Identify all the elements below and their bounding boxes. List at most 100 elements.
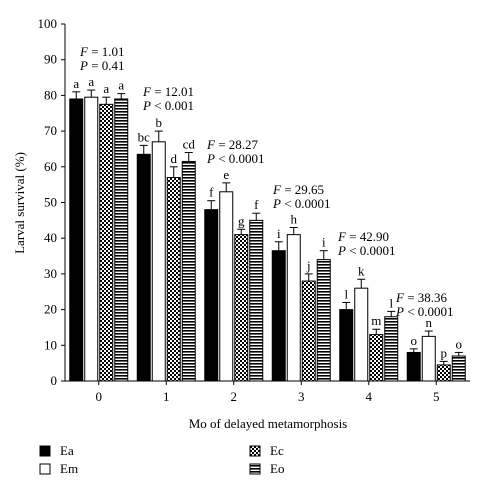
error-bar — [274, 241, 283, 251]
stat-value: < 0.0001 — [404, 304, 454, 319]
error-bar — [342, 301, 351, 310]
error-bar — [454, 351, 463, 357]
bar — [384, 316, 399, 382]
stat-value: = 1.01 — [88, 44, 125, 59]
bar — [249, 219, 264, 382]
y-tick-label: 40 — [44, 230, 57, 245]
stat-annotation: F = 29.65 — [272, 182, 324, 197]
error-bar — [319, 250, 328, 260]
significance-letter: cd — [183, 137, 196, 152]
y-tick-label: 10 — [44, 337, 57, 352]
y-tick-label: 90 — [44, 52, 57, 67]
significance-letter: p — [441, 345, 448, 360]
significance-letter: a — [73, 76, 79, 91]
bar — [69, 98, 84, 382]
stat-annotation: F = 38.36 — [395, 290, 448, 305]
x-tick-label: 4 — [366, 389, 373, 404]
significance-letter: i — [322, 235, 326, 250]
significance-letter: bc — [138, 129, 151, 144]
legend-label: Ea — [60, 443, 74, 458]
bar — [181, 160, 196, 382]
significance-letter: h — [291, 211, 298, 226]
y-tick-label: 60 — [44, 159, 57, 174]
significance-letter: o — [411, 333, 418, 348]
stat-annotation: F = 28.27 — [206, 137, 259, 152]
bar — [451, 355, 466, 382]
legend-swatch — [39, 463, 51, 475]
error-bar — [207, 200, 216, 210]
error-bar — [252, 212, 261, 221]
error-bar — [139, 144, 148, 155]
legend-label: Eo — [270, 461, 284, 476]
stat-annotation: P < 0.0001 — [206, 151, 265, 166]
stat-value: = 42.90 — [346, 229, 389, 244]
stat-annotation: P < 0.0001 — [337, 243, 396, 258]
y-tick-label: 70 — [44, 123, 57, 138]
bar — [406, 351, 421, 382]
error-bar — [439, 360, 448, 365]
significance-letter: o — [456, 336, 463, 351]
error-bar — [357, 278, 366, 289]
significance-letter: j — [306, 258, 311, 273]
significance-letter: e — [223, 167, 229, 182]
y-axis-label: Larval survival (%) — [12, 152, 27, 254]
stat-value: < 0.0001 — [215, 151, 265, 166]
y-tick-label: 20 — [44, 302, 57, 317]
bar — [421, 335, 436, 382]
stat-symbol: F — [142, 84, 152, 99]
error-bar — [154, 130, 163, 142]
bar — [286, 234, 301, 382]
stat-annotation: F = 12.01 — [142, 84, 194, 99]
stat-value: < 0.001 — [151, 98, 194, 113]
bar — [136, 153, 151, 382]
significance-letter: a — [103, 81, 109, 96]
stat-annotation: P = 0.41 — [79, 58, 125, 73]
significance-letter: l — [344, 286, 348, 301]
error-bar — [72, 91, 81, 99]
bar — [151, 141, 166, 382]
legend-swatch — [249, 445, 261, 457]
stat-value: = 0.41 — [88, 58, 125, 73]
bar — [99, 103, 114, 382]
error-bar — [237, 228, 246, 235]
y-tick-label: 80 — [44, 87, 57, 102]
x-tick-label: 3 — [298, 389, 305, 404]
bar — [114, 98, 129, 382]
stat-value: < 0.0001 — [281, 196, 331, 211]
error-bar — [409, 348, 418, 353]
stat-value: < 0.0001 — [346, 243, 396, 258]
stat-annotation: P < 0.0001 — [395, 304, 454, 319]
bar — [369, 334, 384, 382]
x-tick-label: 1 — [163, 389, 170, 404]
error-bar — [304, 273, 313, 282]
significance-letter: f — [209, 185, 214, 200]
stat-symbol: P — [206, 151, 215, 166]
bar — [339, 309, 354, 382]
y-tick-label: 50 — [44, 195, 57, 210]
stat-value: = 29.65 — [281, 182, 324, 197]
stat-annotation: P < 0.0001 — [272, 196, 331, 211]
error-bar — [87, 89, 96, 98]
stat-symbol: F — [272, 182, 282, 197]
bar — [166, 177, 181, 382]
error-bar — [222, 182, 231, 192]
stat-symbol: P — [395, 304, 404, 319]
significance-letter: f — [254, 197, 259, 212]
y-tick-label: 30 — [44, 266, 57, 281]
bar — [436, 364, 451, 382]
significance-letter: g — [238, 213, 245, 228]
stat-annotation: F = 42.90 — [337, 229, 389, 244]
x-axis-label: Mo of delayed metamorphosis — [189, 416, 348, 431]
stat-value: = 28.27 — [215, 137, 259, 152]
significance-letter: d — [171, 151, 178, 166]
bar — [354, 287, 369, 382]
stat-value: = 12.01 — [151, 84, 194, 99]
bar — [301, 280, 316, 382]
error-bar — [387, 310, 396, 317]
bar — [271, 250, 286, 382]
stat-symbol: P — [272, 196, 281, 211]
error-bar — [289, 226, 298, 235]
bar — [84, 96, 99, 382]
significance-letter: m — [371, 313, 381, 328]
